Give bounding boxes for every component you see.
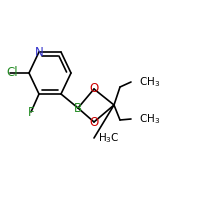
Text: N: N: [35, 46, 43, 58]
Text: CH$_3$: CH$_3$: [139, 112, 160, 126]
Text: B: B: [74, 102, 82, 114]
Text: H$_3$C: H$_3$C: [98, 131, 120, 145]
Text: O: O: [89, 82, 99, 95]
Text: CH$_3$: CH$_3$: [139, 75, 160, 89]
Text: F: F: [28, 106, 34, 118]
Text: O: O: [89, 116, 99, 129]
Text: Cl: Cl: [6, 66, 18, 79]
